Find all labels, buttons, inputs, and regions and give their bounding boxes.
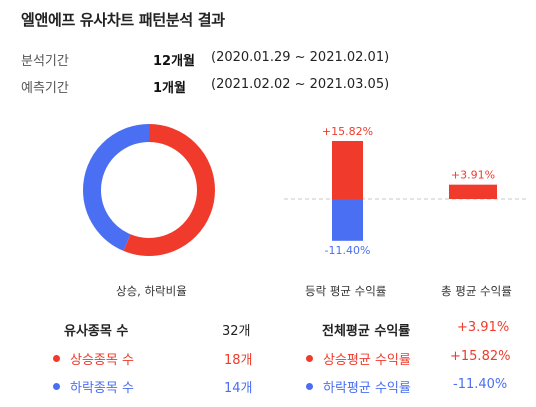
forecast-period-range: (2021.02.02 ~ 2021.03.05)	[211, 77, 390, 92]
down-dot-icon	[53, 383, 60, 390]
bar-total-avg	[449, 184, 497, 199]
down-count-row: 하락종목 수	[53, 377, 134, 396]
similar-count-label: 유사종목 수	[64, 324, 129, 339]
up-count-row: 상승종목 수	[53, 349, 134, 368]
down-count-value: 14개	[224, 381, 253, 396]
analysis-period-months: 12개월	[153, 54, 196, 69]
down-avg-dot-icon	[306, 383, 313, 390]
page-title: 엘앤에프 유사차트 패턴분석 결과	[21, 11, 225, 29]
similar-count-value: 32개	[222, 324, 251, 339]
ratio-donut-chart	[83, 124, 215, 256]
up-avg-row: 상승평균 수익률	[306, 349, 411, 368]
up-avg-dot-icon	[306, 355, 313, 362]
analysis-period-label: 분석기간	[21, 54, 69, 69]
down-count-label: 하락종목 수	[70, 381, 134, 396]
analysis-period-row: 분석기간 12개월 (2020.01.29 ~ 2021.02.01)	[21, 50, 389, 69]
forecast-period-label: 예측기간	[21, 81, 69, 96]
total-avg-caption: 총 평균 수익률	[441, 284, 512, 298]
bar-label-total-avg: +3.91%	[451, 169, 495, 182]
down-avg-label: 하락평균 수익률	[323, 381, 411, 396]
up-count-label: 상승종목 수	[70, 353, 134, 368]
donut-slice-down	[83, 124, 215, 256]
total-avg-label: 전체평균 수익률	[322, 324, 411, 339]
forecast-period-row: 예측기간 1개월 (2021.02.02 ~ 2021.03.05)	[21, 77, 389, 96]
forecast-period-months: 1개월	[153, 81, 186, 96]
down-avg-value: -11.40%	[453, 377, 508, 392]
bar-label-down-avg: -11.40%	[325, 244, 371, 255]
bar-up-avg	[332, 141, 363, 199]
total-avg-value: +3.91%	[457, 320, 510, 335]
up-avg-value: +15.82%	[450, 349, 511, 364]
bar-down-avg	[332, 199, 363, 241]
analysis-period-range: (2020.01.29 ~ 2021.02.01)	[211, 50, 390, 65]
bar-label-up-avg: +15.82%	[322, 125, 373, 138]
up-count-value: 18개	[224, 353, 253, 368]
up-dot-icon	[53, 355, 60, 362]
return-bar-chart: +15.82% -11.40% +3.91%	[284, 125, 528, 255]
up-avg-label: 상승평균 수익률	[323, 353, 411, 368]
ratio-caption: 상승, 하락비율	[116, 284, 187, 298]
down-avg-row: 하락평균 수익률	[306, 377, 411, 396]
avg-change-caption: 등락 평균 수익률	[305, 284, 387, 298]
